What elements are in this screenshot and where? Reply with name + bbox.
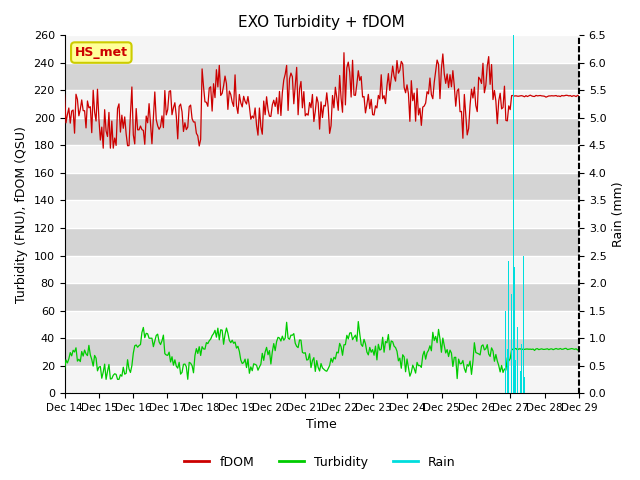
Bar: [514, 266, 515, 393]
Bar: [65, 36, 579, 63]
Y-axis label: Rain (mm): Rain (mm): [612, 181, 625, 247]
Bar: [523, 255, 524, 393]
Bar: [65, 338, 579, 366]
Bar: [520, 371, 521, 393]
Bar: [508, 261, 509, 393]
Bar: [65, 311, 579, 338]
Bar: [65, 63, 579, 90]
Bar: [65, 283, 579, 311]
Bar: [65, 366, 579, 393]
Bar: [517, 327, 518, 393]
Bar: [515, 360, 516, 393]
Bar: [507, 349, 508, 393]
Bar: [65, 228, 579, 255]
Text: HS_met: HS_met: [75, 46, 128, 59]
Bar: [65, 118, 579, 145]
Legend: fDOM, Turbidity, Rain: fDOM, Turbidity, Rain: [179, 451, 461, 474]
Bar: [65, 173, 579, 201]
Bar: [511, 294, 512, 393]
X-axis label: Time: Time: [307, 419, 337, 432]
Bar: [65, 255, 579, 283]
Bar: [65, 201, 579, 228]
Title: EXO Turbidity + fDOM: EXO Turbidity + fDOM: [238, 15, 405, 30]
Y-axis label: Turbidity (FNU), fDOM (QSU): Turbidity (FNU), fDOM (QSU): [15, 126, 28, 303]
Bar: [521, 344, 522, 393]
Bar: [65, 145, 579, 173]
Bar: [524, 377, 525, 393]
Bar: [65, 90, 579, 118]
